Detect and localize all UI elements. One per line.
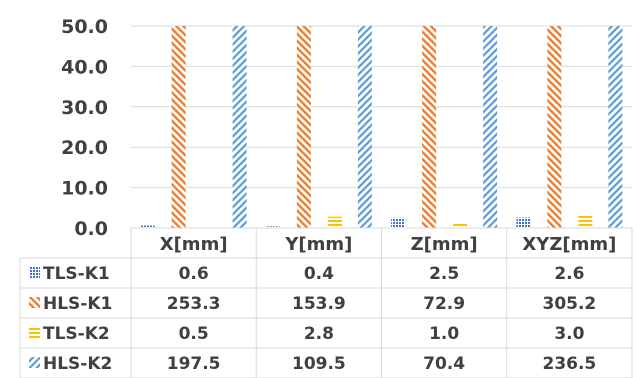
bar-hls-k2-1 [357,26,372,228]
legend-key-hls-k2 [29,357,40,368]
table-cell-value: 3.0 [554,324,584,344]
y-axis: 0.0 10.0 20.0 30.0 40.0 50.0 [61,16,108,240]
series-name: HLS-K2 [43,354,112,374]
table-cell-value: 197.5 [167,354,221,374]
series-name: TLS-K2 [43,324,110,344]
legend-key-tls-k1 [29,267,40,278]
table-cell-value: 2.8 [304,324,334,344]
bar-hls-k2-2 [483,26,498,228]
category-label: XYZ[mm] [522,234,616,255]
y-tick-label: 30.0 [61,97,108,119]
bar-tls-k1-0 [140,225,155,228]
bar-tls-k2-3 [578,215,593,228]
series-name: HLS-K1 [43,294,112,314]
table-cell-value: 109.5 [292,354,346,374]
bar-hls-k2-3 [608,26,623,228]
table-cell-value: 0.5 [179,324,209,344]
table-cell-value: 236.5 [542,354,596,374]
table-cell-value: 1.0 [429,324,459,344]
table-cell-value: 305.2 [542,294,596,314]
category-label: Z[mm] [411,234,478,255]
bars [140,26,623,228]
bar-tls-k1-3 [516,217,531,228]
legend-key-tls-k2 [29,327,40,338]
table-cell-value: 2.5 [429,264,459,284]
table-cell-value: 253.3 [167,294,221,314]
table-cell-value: 153.9 [292,294,346,314]
table-cell-value: 72.9 [423,294,465,314]
bar-hls-k1-3 [547,26,562,228]
bar-hls-k1-0 [171,26,186,228]
bar-hls-k1-1 [296,26,311,228]
y-tick-label: 20.0 [61,137,108,159]
category-label: Y[mm] [284,234,352,255]
table-cell-value: 70.4 [423,354,465,374]
y-tick-label: 40.0 [61,56,108,78]
table-cell-value: 0.4 [304,264,334,284]
bar-hls-k2-0 [232,26,247,228]
bar-tls-k2-2 [453,223,468,228]
y-tick-label: 10.0 [61,178,108,200]
y-tick-label: 0.0 [74,218,108,240]
legend-key-hls-k1 [29,297,40,308]
y-tick-label: 50.0 [61,16,108,38]
bar-tls-k2-1 [327,216,342,228]
category-label: X[mm] [160,234,228,255]
bar-hls-k1-2 [422,26,437,228]
bar-tls-k1-2 [391,217,406,228]
data-table: X[mm] Y[mm] Z[mm] XYZ[mm] TLS-K1 0.6 0.4 2.5 2.6… [19,227,633,378]
series-name: TLS-K1 [43,264,110,284]
table-cell-value: 2.6 [554,264,584,284]
bar-tls-k1-1 [265,226,280,228]
table-cell-value: 0.6 [179,264,209,284]
bar-tls-k2-0 [202,225,217,228]
